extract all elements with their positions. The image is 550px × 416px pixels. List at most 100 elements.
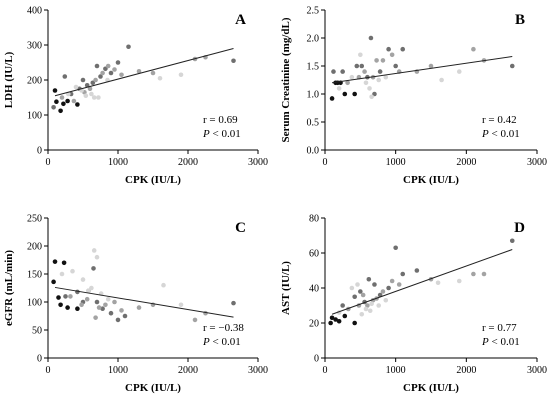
data-point — [231, 58, 236, 64]
y-axis-title: AST (IU/L) — [280, 261, 292, 315]
data-point — [91, 95, 97, 100]
x-tick-label: 1000 — [108, 365, 128, 376]
data-point — [54, 99, 59, 104]
data-point — [178, 72, 184, 78]
p-threshold: < 0.01 — [210, 336, 241, 348]
data-point — [122, 313, 128, 319]
data-point — [439, 77, 444, 83]
data-point — [386, 285, 391, 291]
data-point — [91, 248, 97, 253]
data-point — [94, 63, 100, 69]
data-point — [380, 58, 386, 63]
y-tick-label: 1.5 — [307, 62, 320, 73]
data-point — [414, 268, 420, 273]
data-point — [84, 296, 90, 302]
panel-c: 0 50 100 150 200 250 0 1000 2000 3000 CPK (IU/L) eG… — [3, 214, 268, 395]
panel-letter: D — [514, 220, 525, 236]
y-tick-label: 0.0 — [307, 146, 320, 157]
x-tick-label: 3000 — [527, 365, 547, 376]
y-tick-label: 200 — [27, 242, 42, 253]
data-point — [71, 98, 77, 104]
x-tick-label: 0 — [323, 365, 328, 376]
panel-a: 0 100 200 300 400 0 1000 2000 3000 CPK (IU/L) LDH … — [3, 6, 268, 187]
data-point — [98, 74, 103, 79]
y-tick-label: 100 — [27, 298, 42, 309]
data-point — [471, 46, 476, 52]
data-point — [52, 88, 58, 93]
data-point — [393, 63, 398, 69]
data-point — [456, 69, 462, 74]
data-point — [73, 84, 79, 90]
x-tick-label: 1000 — [108, 157, 128, 168]
data-point — [349, 285, 355, 291]
p-symbol: P — [202, 128, 210, 140]
data-point — [89, 91, 94, 97]
y-tick-label: 250 — [27, 214, 42, 225]
data-point — [393, 245, 398, 251]
data-point — [87, 86, 93, 92]
panel-d: 0 20 40 60 80 0 1000 2000 3000 CPK (IU/L) AST (IU/… — [280, 214, 547, 395]
x-tick-label: 3000 — [248, 157, 268, 168]
y-tick-label: 20 — [309, 319, 319, 330]
data-point — [63, 294, 68, 299]
data-point — [112, 299, 117, 305]
data-point — [352, 294, 357, 300]
p-threshold: < 0.01 — [489, 336, 520, 348]
data-point — [383, 297, 389, 303]
data-point — [372, 282, 377, 287]
x-tick-label: 1000 — [386, 365, 406, 376]
data-point — [80, 77, 86, 83]
data-point — [345, 80, 350, 86]
data-point — [94, 254, 100, 260]
data-point — [331, 69, 336, 74]
data-point — [340, 69, 345, 74]
data-point — [367, 308, 373, 314]
data-point — [93, 77, 98, 83]
data-point — [51, 105, 56, 110]
data-point — [355, 282, 360, 287]
data-point — [509, 63, 515, 69]
data-point — [333, 317, 338, 322]
panel-letter: B — [515, 12, 525, 28]
data-point — [115, 60, 121, 65]
p-value: P < 0.01 — [202, 336, 241, 348]
data-point — [136, 68, 142, 74]
data-point — [329, 315, 335, 321]
x-tick-label: 0 — [46, 365, 51, 376]
data-point — [115, 317, 121, 323]
data-point — [119, 72, 124, 78]
data-point — [105, 296, 111, 302]
data-point — [192, 317, 198, 323]
x-axis-title: CPK (IU/L) — [125, 382, 181, 394]
y-axis-title: eGFR (mL/min) — [3, 250, 15, 326]
panel-letter: C — [235, 220, 246, 236]
data-point — [389, 52, 395, 58]
regression-line — [331, 249, 513, 315]
y-tick-label: 400 — [27, 6, 42, 17]
data-point — [84, 82, 90, 88]
x-axis-title: CPK (IU/L) — [403, 174, 459, 186]
y-tick-label: 2.0 — [307, 34, 320, 45]
data-point — [161, 282, 166, 288]
data-point — [119, 308, 124, 313]
y-tick-label: 40 — [309, 284, 319, 295]
data-point — [94, 299, 100, 305]
data-point — [365, 303, 370, 308]
y-tick-label: 100 — [27, 111, 42, 122]
data-point — [178, 302, 184, 308]
data-point — [362, 69, 367, 74]
data-point — [342, 91, 348, 97]
data-point — [380, 289, 386, 294]
p-symbol: P — [202, 336, 210, 348]
data-point — [108, 70, 114, 76]
y-tick-label: 0.5 — [307, 118, 320, 129]
data-point — [471, 271, 476, 277]
data-point — [336, 318, 342, 324]
x-tick-label: 0 — [323, 157, 328, 168]
data-point — [363, 80, 369, 86]
y-tick-label: 300 — [27, 41, 42, 52]
regression-line — [54, 286, 234, 318]
data-point — [100, 70, 105, 76]
data-point — [359, 311, 365, 317]
data-point — [352, 320, 357, 326]
